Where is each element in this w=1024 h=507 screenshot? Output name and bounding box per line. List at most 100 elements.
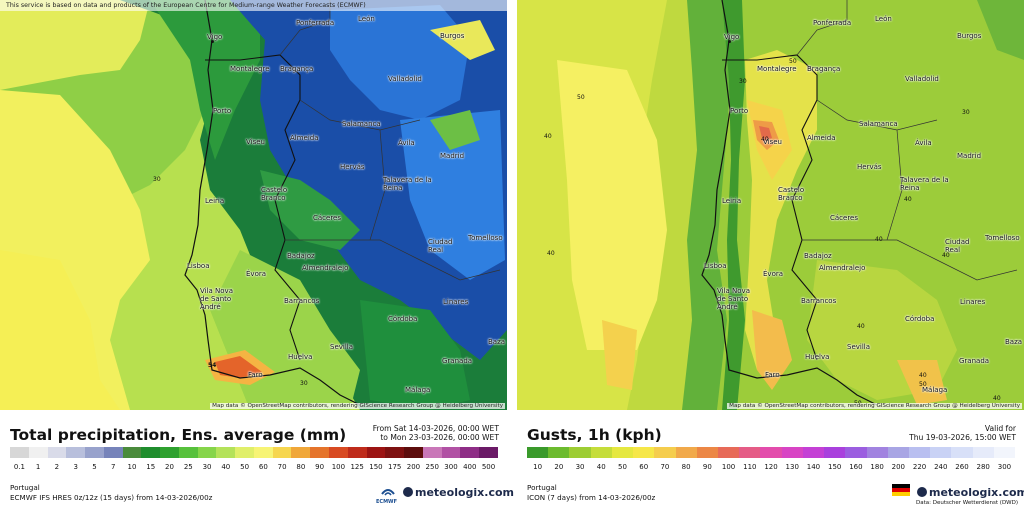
meteologix-logo[interactable]: meteologix.com xyxy=(403,486,514,499)
city-label: Almeida xyxy=(290,134,319,142)
contour-label: 30 xyxy=(739,78,747,85)
precipitation-map[interactable]: This service is based on data and produc… xyxy=(0,0,507,410)
scale-tick-label: 20 xyxy=(165,463,174,471)
meteologix-logo[interactable]: meteologix.com xyxy=(917,486,1024,499)
scale-tick-label: 400 xyxy=(463,463,477,471)
gusts-colorbar xyxy=(527,447,1016,458)
scale-tick-label: 280 xyxy=(976,463,990,471)
scale-tick-label: 70 xyxy=(660,463,670,471)
city-label: Leiria xyxy=(722,197,742,205)
colorbar-cell xyxy=(548,447,570,458)
colorbar-cell xyxy=(66,447,86,458)
scale-tick-label: 80 xyxy=(681,463,691,471)
colorbar-cell xyxy=(178,447,198,458)
colorbar-cell xyxy=(824,447,846,458)
contour-label: 40 xyxy=(547,250,555,257)
city-dot xyxy=(211,40,214,43)
model-info: ICON (7 days) from 14-03-2026/00z xyxy=(527,493,656,502)
provider-label: Data: Deutscher Wetterdienst (DWD) xyxy=(916,500,1018,506)
valid-time: Thu 19-03-2026, 15:00 WET xyxy=(909,433,1016,442)
scale-tick-label: 175 xyxy=(388,463,402,471)
colorbar-cell xyxy=(366,447,386,458)
colorbar-cell xyxy=(887,447,909,458)
colorbar-cell xyxy=(310,447,330,458)
city-label: Bragança xyxy=(280,65,314,73)
colorbar-cell xyxy=(385,447,405,458)
period-from: From Sat 14-03-2026, 00:00 WET xyxy=(372,424,499,433)
city-label: Málaga xyxy=(405,386,431,394)
city-label: Talavera de la Reina xyxy=(900,176,949,192)
max-value-label: 54 xyxy=(208,362,217,369)
city-label: Tomelloso xyxy=(985,234,1020,242)
colorbar-cell xyxy=(972,447,994,458)
gusts-panel: Vigo Ponferrada León Burgos Montalegre B… xyxy=(517,0,1024,507)
colorbar-cell xyxy=(611,447,634,458)
city-label: Madrid xyxy=(440,152,465,160)
city-label: Viseu xyxy=(763,138,782,146)
scale-tick-label: 10 xyxy=(127,463,137,471)
colorbar-cell xyxy=(866,447,888,458)
scale-tick-label: 150 xyxy=(369,463,383,471)
scale-tick-label: 140 xyxy=(806,463,821,471)
colorbar-cell xyxy=(160,447,179,458)
brand-label: meteologix.com xyxy=(415,486,514,499)
colorbar-cell xyxy=(675,447,697,458)
colorbar-cell xyxy=(441,447,461,458)
city-label: Castelo Branco xyxy=(778,186,805,202)
colorbar-cell xyxy=(141,447,161,458)
scale-tick-label: 90 xyxy=(315,463,325,471)
model-info: ECMWF IFS HRES 0z/12z (15 days) from 14-… xyxy=(10,493,213,502)
city-label: Barrancos xyxy=(801,297,837,305)
gusts-map[interactable]: Vigo Ponferrada León Burgos Montalegre B… xyxy=(517,0,1024,410)
contour-label: 40 xyxy=(761,136,769,143)
city-label: Badajoz xyxy=(287,252,315,260)
scale-tick-label: 130 xyxy=(785,463,799,471)
scale-tick-label: 50 xyxy=(618,463,627,471)
city-label: Sevilla xyxy=(330,343,354,351)
city-label: Almeida xyxy=(807,134,836,142)
city-label: Vigo xyxy=(724,33,740,41)
valid-label: Valid for xyxy=(984,424,1016,433)
colorbar-cell xyxy=(845,447,867,458)
colorbar-cell xyxy=(47,447,67,458)
city-label: Hervás xyxy=(857,163,882,171)
colorbar-cell xyxy=(404,447,423,458)
scale-tick-label: 250 xyxy=(425,463,439,471)
region-label: Portugal xyxy=(527,483,557,492)
contour-label: 50 xyxy=(577,94,585,101)
city-label: Linares xyxy=(443,298,469,306)
ecmwf-logo-icon xyxy=(381,489,395,496)
contour-label: 40 xyxy=(993,395,1001,402)
colorbar-cell xyxy=(103,447,123,458)
scale-tick-label: 40 xyxy=(596,463,606,471)
city-label: Viseu xyxy=(246,138,265,146)
city-label: Cáceres xyxy=(830,214,859,222)
city-label: Almendralejo xyxy=(302,264,349,272)
colorbar-cell xyxy=(253,447,273,458)
contour-label: 30 xyxy=(153,176,161,183)
city-label: Baza xyxy=(1005,338,1023,346)
scale-tick-label: 120 xyxy=(764,463,778,471)
meteologix-icon xyxy=(403,487,413,497)
precipitation-colorbar xyxy=(10,447,498,458)
city-label: Hervás xyxy=(340,163,365,171)
colorbar-cell xyxy=(908,447,931,458)
colorbar-cell xyxy=(10,447,29,458)
region-label: Portugal xyxy=(10,483,40,492)
scale-tick-label: 70 xyxy=(277,463,287,471)
city-label: Bragança xyxy=(807,65,841,73)
city-label: Évora xyxy=(763,270,784,278)
scale-tick-label: 260 xyxy=(955,463,969,471)
contour-label: 30 xyxy=(962,109,970,116)
scale-tick-label: 10 xyxy=(533,463,543,471)
city-label: Lisboa xyxy=(704,262,727,270)
scale-tick-label: 200 xyxy=(406,463,421,471)
city-label: Baza xyxy=(488,338,506,346)
scale-tick-label: 30 xyxy=(575,463,585,471)
colorbar-cell xyxy=(216,447,236,458)
contour-label: 40 xyxy=(857,323,865,330)
city-label: Tomelloso xyxy=(468,234,503,242)
colorbar-cell xyxy=(460,447,480,458)
colorbar-cell xyxy=(951,447,973,458)
scale-tick-label: 30 xyxy=(202,463,212,471)
